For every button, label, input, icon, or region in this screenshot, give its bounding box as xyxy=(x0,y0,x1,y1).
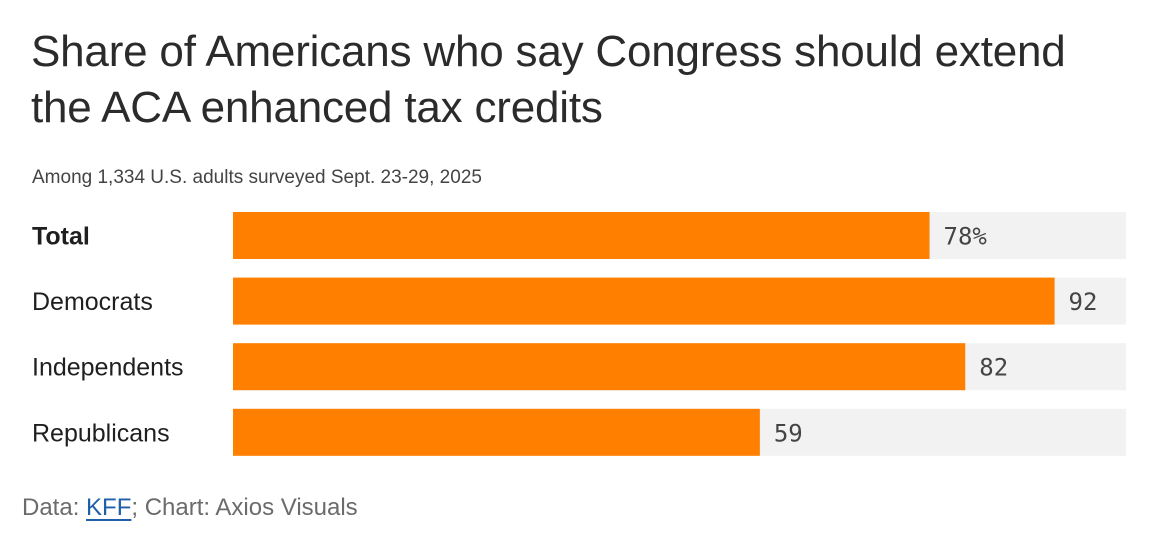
chart-title: Share of Americans who say Congress shou… xyxy=(31,27,1066,132)
category-label-independents: Independents xyxy=(32,354,184,382)
value-label-total: 78% xyxy=(944,223,988,251)
source-link[interactable]: KFF xyxy=(86,494,132,521)
source-suffix: ; Chart: Axios Visuals xyxy=(131,494,358,521)
category-label-total: Total xyxy=(32,223,90,251)
source-prefix: Data: xyxy=(22,494,87,521)
chart-subtitle: Among 1,334 U.S. adults surveyed Sept. 2… xyxy=(32,167,482,188)
value-label-democrats: 92 xyxy=(1069,288,1098,316)
category-label-republicans: Republicans xyxy=(32,419,170,447)
category-label-democrats: Democrats xyxy=(32,288,153,316)
bar-democrats xyxy=(233,277,1055,325)
source-note: Data: KFF; Chart: Axios Visuals xyxy=(22,494,358,522)
bar-independents xyxy=(233,343,966,391)
bar-total xyxy=(233,212,930,259)
value-label-republicans: 59 xyxy=(774,419,803,447)
bar-republicans xyxy=(233,408,760,456)
value-label-independents: 82 xyxy=(979,354,1008,382)
